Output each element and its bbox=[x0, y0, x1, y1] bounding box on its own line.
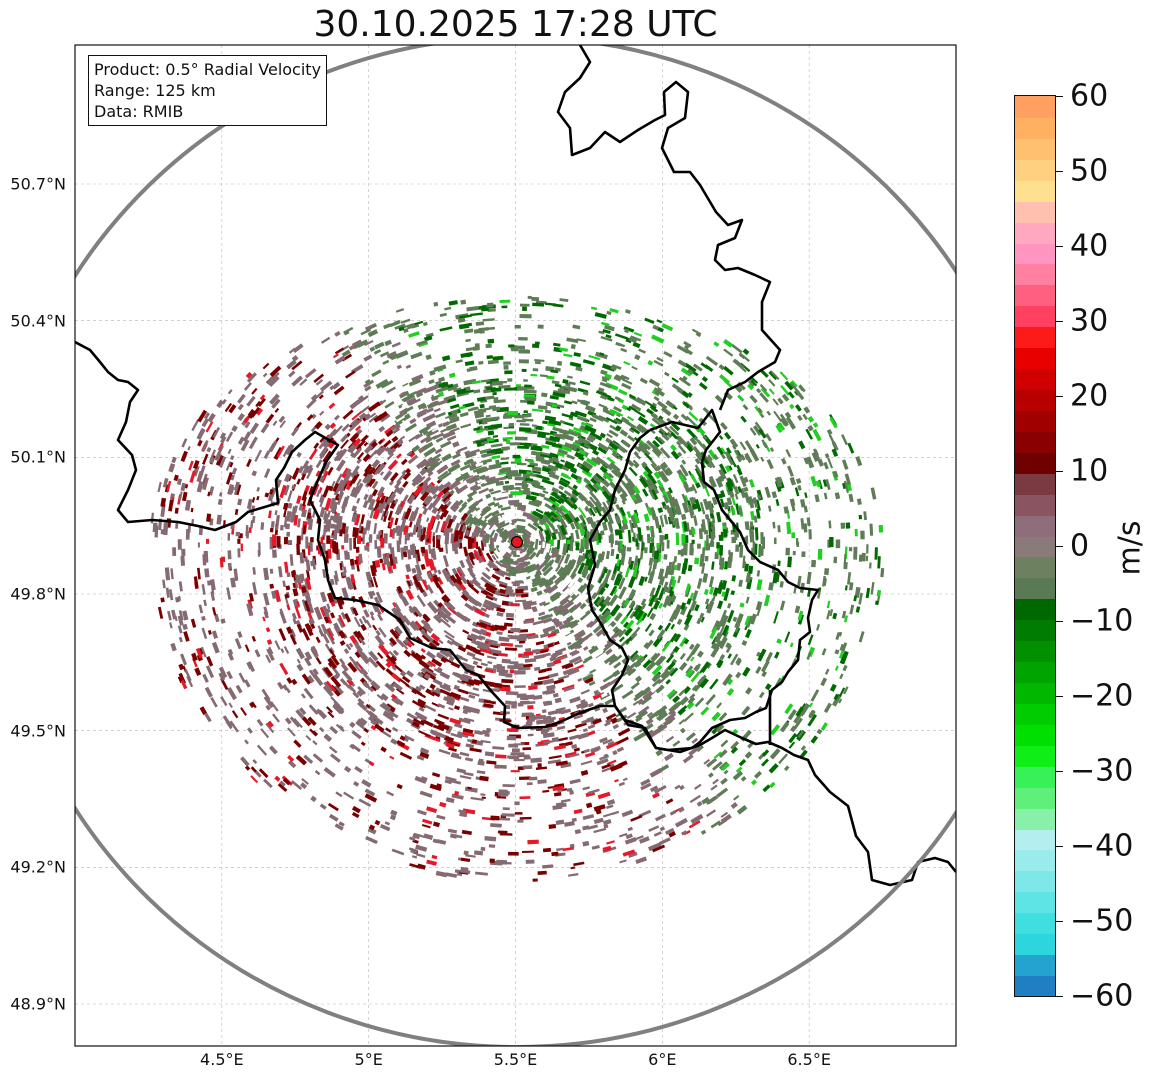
colorbar-segment bbox=[1015, 514, 1055, 537]
colorbar-tick-label: −20 bbox=[1070, 678, 1134, 714]
colorbar-segment bbox=[1015, 284, 1055, 307]
colorbar-segment bbox=[1015, 556, 1055, 579]
colorbar-tick bbox=[1055, 921, 1063, 922]
colorbar-segment bbox=[1015, 786, 1055, 809]
colorbar-tick-label: −30 bbox=[1070, 753, 1134, 789]
colorbar-segment bbox=[1015, 535, 1055, 558]
colorbar-tick-label: −40 bbox=[1070, 828, 1134, 864]
colorbar-tick bbox=[1055, 621, 1063, 622]
colorbar-tick bbox=[1055, 996, 1063, 997]
product-label: Product: 0.5° Radial Velocity bbox=[94, 60, 322, 79]
colorbar-tick bbox=[1055, 846, 1063, 847]
colorbar-segment bbox=[1015, 598, 1055, 621]
y-tick-label: 49.8°N bbox=[10, 584, 66, 604]
colorbar-segment bbox=[1015, 933, 1055, 956]
colorbar-tick-label: 40 bbox=[1070, 228, 1109, 264]
colorbar-segment bbox=[1015, 807, 1055, 830]
x-tick-label: 5°E bbox=[354, 1050, 383, 1069]
colorbar-segment bbox=[1015, 451, 1055, 474]
colorbar-segment bbox=[1015, 409, 1055, 432]
colorbar-segment bbox=[1015, 975, 1055, 996]
colorbar-segment bbox=[1015, 472, 1055, 495]
colorbar-segment bbox=[1015, 347, 1055, 370]
colorbar-segment bbox=[1015, 682, 1055, 704]
y-tick-label: 50.7°N bbox=[10, 174, 66, 194]
colorbar-segment bbox=[1015, 828, 1055, 851]
colorbar-segment bbox=[1015, 723, 1055, 746]
colorbar-segment bbox=[1015, 389, 1055, 411]
plot-title: 30.10.2025 17:28 UTC bbox=[313, 4, 718, 45]
colorbar-tick bbox=[1055, 471, 1063, 472]
colorbar-segment bbox=[1015, 891, 1055, 914]
colorbar-tick-label: 50 bbox=[1070, 153, 1109, 189]
colorbar-segment bbox=[1015, 765, 1055, 788]
colorbar-tick bbox=[1055, 771, 1063, 772]
x-tick-label: 4.5°E bbox=[200, 1050, 244, 1069]
colorbar-segment bbox=[1015, 430, 1055, 453]
radar-site-marker bbox=[510, 535, 524, 549]
colorbar-segment bbox=[1015, 158, 1055, 181]
colorbar-tick bbox=[1055, 246, 1063, 247]
colorbar-tick-label: 30 bbox=[1070, 303, 1109, 339]
colorbar-segment bbox=[1015, 305, 1055, 328]
x-tick-label: 6°E bbox=[648, 1050, 677, 1069]
colorbar-tick bbox=[1055, 171, 1063, 172]
colorbar-segment bbox=[1015, 326, 1055, 349]
velocity-echoes bbox=[150, 295, 885, 882]
colorbar-segment bbox=[1015, 640, 1055, 663]
map-frame bbox=[74, 44, 957, 1047]
colorbar-segment bbox=[1015, 221, 1055, 244]
y-tick-label: 50.4°N bbox=[10, 311, 66, 331]
colorbar-unit-label: m/s bbox=[1112, 520, 1148, 576]
colorbar-tick-label: −60 bbox=[1070, 978, 1134, 1014]
colorbar-tick bbox=[1055, 546, 1063, 547]
colorbar-segment bbox=[1015, 96, 1055, 118]
colorbar-segment bbox=[1015, 619, 1055, 642]
colorbar-tick bbox=[1055, 696, 1063, 697]
x-tick-label: 6.5°E bbox=[787, 1050, 831, 1069]
y-tick-label: 49.2°N bbox=[10, 857, 66, 877]
border-belgium-france bbox=[75, 340, 956, 887]
colorbar-segment bbox=[1015, 912, 1055, 935]
colorbar-segment bbox=[1015, 702, 1055, 725]
colorbar-segment bbox=[1015, 200, 1055, 223]
colorbar-segment bbox=[1015, 493, 1055, 516]
colorbar-segment bbox=[1015, 870, 1055, 893]
colorbar-tick bbox=[1055, 396, 1063, 397]
range-label: Range: 125 km bbox=[94, 81, 216, 100]
colorbar-segment bbox=[1015, 661, 1055, 684]
colorbar-segment bbox=[1015, 849, 1055, 872]
colorbar-tick bbox=[1055, 321, 1063, 322]
colorbar-tick-label: −50 bbox=[1070, 903, 1134, 939]
colorbar-tick-label: 20 bbox=[1070, 378, 1109, 414]
colorbar-segment bbox=[1015, 116, 1055, 139]
map-overlay bbox=[75, 45, 956, 1046]
y-tick-label: 50.1°N bbox=[10, 447, 66, 467]
product-info-box: Product: 0.5° Radial Velocity Range: 125… bbox=[88, 55, 328, 126]
y-tick-label: 49.5°N bbox=[10, 721, 66, 741]
colorbar bbox=[1014, 95, 1056, 997]
colorbar-segment bbox=[1015, 368, 1055, 390]
colorbar-segment bbox=[1015, 954, 1055, 977]
colorbar-tick-label: 0 bbox=[1070, 528, 1090, 564]
x-tick-label: 5.5°E bbox=[493, 1050, 538, 1069]
data-source-label: Data: RMIB bbox=[94, 102, 184, 121]
colorbar-segment bbox=[1015, 137, 1055, 160]
y-tick-label: 48.9°N bbox=[10, 994, 66, 1014]
colorbar-tick bbox=[1055, 96, 1063, 97]
colorbar-segment bbox=[1015, 744, 1055, 767]
country-borders bbox=[75, 45, 956, 887]
colorbar-tick-label: 10 bbox=[1070, 453, 1109, 489]
colorbar-segment bbox=[1015, 179, 1055, 202]
border-germany bbox=[556, 45, 782, 745]
colorbar-segment bbox=[1015, 242, 1055, 265]
colorbar-tick-label: 60 bbox=[1070, 78, 1109, 114]
colorbar-segment bbox=[1015, 577, 1055, 600]
colorbar-tick-label: −10 bbox=[1070, 603, 1134, 639]
colorbar-segment bbox=[1015, 263, 1055, 286]
border-luxembourg bbox=[586, 408, 820, 752]
